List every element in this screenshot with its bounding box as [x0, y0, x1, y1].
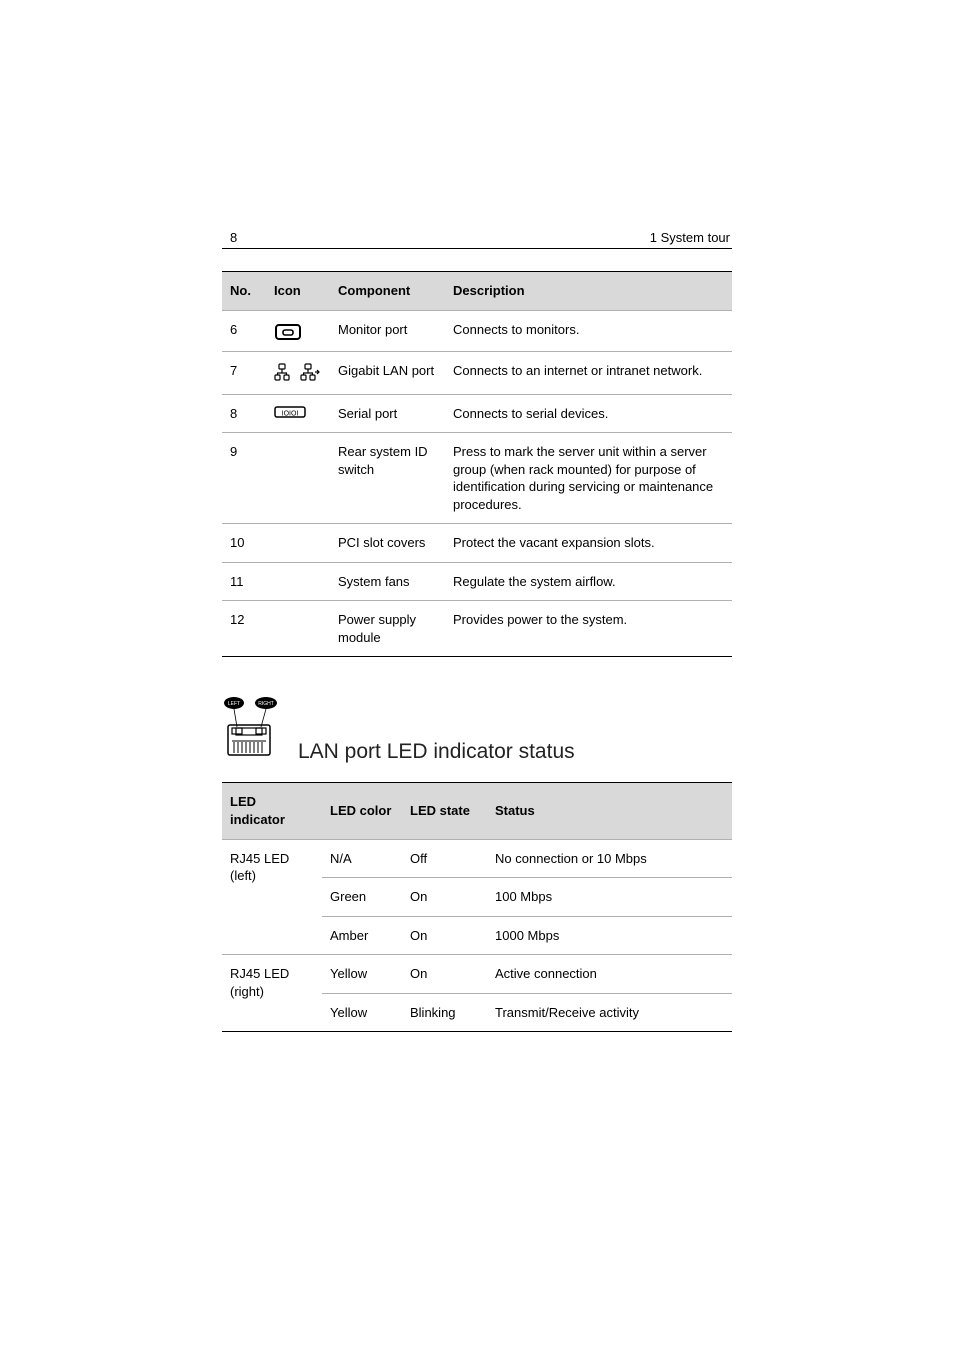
components-th-icon: Icon [266, 272, 330, 311]
cell-comp: System fans [330, 562, 445, 601]
svg-text:IOIOI: IOIOI [282, 410, 299, 417]
table-row: 8 IOIOI Serial port Connects to serial d… [222, 394, 732, 433]
table-row: 9 Rear system ID switch Press to mark th… [222, 433, 732, 524]
led-th-state: LED state [402, 783, 487, 839]
cell-state: Blinking [402, 993, 487, 1032]
cell-status: Transmit/Receive activity [487, 993, 732, 1032]
led-section-header: LEFT RIGHT [222, 657, 732, 770]
components-th-desc: Description [445, 272, 732, 311]
cell-comp: Power supply module [330, 601, 445, 657]
running-header: 8 1 System tour [222, 230, 732, 249]
cell-no: 11 [222, 562, 266, 601]
cell-no: 9 [222, 433, 266, 524]
cell-color: Yellow [322, 993, 402, 1032]
cell-indicator: RJ45 LED (right) [222, 955, 322, 1032]
cell-comp: Serial port [330, 394, 445, 433]
cell-icon-empty [266, 601, 330, 657]
cell-state: On [402, 878, 487, 917]
cell-indicator: RJ45 LED (left) [222, 839, 322, 955]
led-th-indicator: LED indicator [222, 783, 322, 839]
cell-comp: Rear system ID switch [330, 433, 445, 524]
cell-desc: Connects to monitors. [445, 310, 732, 351]
page-number: 8 [230, 230, 237, 245]
cell-color: Yellow [322, 955, 402, 994]
cell-desc: Connects to serial devices. [445, 394, 732, 433]
cell-state: On [402, 916, 487, 955]
cell-no: 12 [222, 601, 266, 657]
components-th-comp: Component [330, 272, 445, 311]
table-row: 12 Power supply module Provides power to… [222, 601, 732, 657]
cell-desc: Provides power to the system. [445, 601, 732, 657]
components-table: No. Icon Component Description 6 Monitor… [222, 271, 732, 657]
cell-no: 6 [222, 310, 266, 351]
cell-status: 1000 Mbps [487, 916, 732, 955]
components-th-no: No. [222, 272, 266, 311]
cell-no: 10 [222, 524, 266, 563]
cell-desc: Regulate the system airflow. [445, 562, 732, 601]
table-row: RJ45 LED (right) Yellow On Active connec… [222, 955, 732, 994]
svg-text:LEFT: LEFT [228, 701, 240, 707]
cell-comp: Monitor port [330, 310, 445, 351]
led-table: LED indicator LED color LED state Status… [222, 782, 732, 1032]
lan-port-icon [266, 351, 330, 394]
cell-state: Off [402, 839, 487, 878]
table-row: 10 PCI slot covers Protect the vacant ex… [222, 524, 732, 563]
cell-status: No connection or 10 Mbps [487, 839, 732, 878]
cell-color: Green [322, 878, 402, 917]
cell-icon-empty [266, 524, 330, 563]
section-name: 1 System tour [650, 230, 730, 245]
led-th-color: LED color [322, 783, 402, 839]
cell-state: On [402, 955, 487, 994]
serial-port-icon: IOIOI [266, 394, 330, 433]
cell-color: N/A [322, 839, 402, 878]
cell-desc: Connects to an internet or intranet netw… [445, 351, 732, 394]
cell-color: Amber [322, 916, 402, 955]
led-th-status: Status [487, 783, 732, 839]
cell-desc: Press to mark the server unit within a s… [445, 433, 732, 524]
table-row: RJ45 LED (left) N/A Off No connection or… [222, 839, 732, 878]
svg-text:RIGHT: RIGHT [258, 701, 274, 707]
lan-led-diagram-icon: LEFT RIGHT [222, 695, 286, 764]
cell-comp: PCI slot covers [330, 524, 445, 563]
led-section-title: LAN port LED indicator status [298, 740, 575, 770]
table-row: 7 [222, 351, 732, 394]
table-row: 11 System fans Regulate the system airfl… [222, 562, 732, 601]
cell-comp: Gigabit LAN port [330, 351, 445, 394]
table-row: 6 Monitor port Connects to monitors. [222, 310, 732, 351]
cell-icon-empty [266, 562, 330, 601]
cell-icon-empty [266, 433, 330, 524]
monitor-port-icon [266, 310, 330, 351]
cell-no: 7 [222, 351, 266, 394]
cell-desc: Protect the vacant expansion slots. [445, 524, 732, 563]
cell-status: Active connection [487, 955, 732, 994]
cell-status: 100 Mbps [487, 878, 732, 917]
cell-no: 8 [222, 394, 266, 433]
